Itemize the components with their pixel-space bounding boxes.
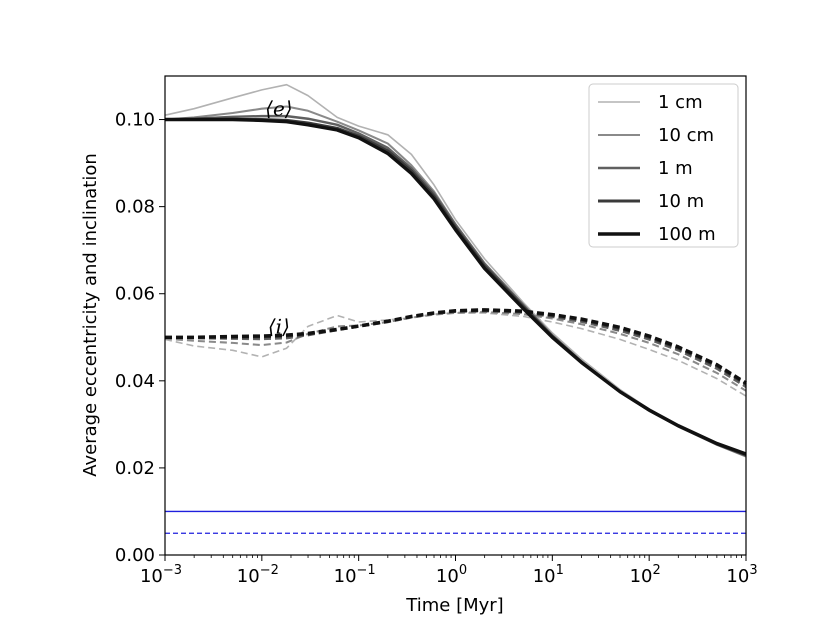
x-axis: 10−3 10−2 10−1 100 101 102 103 xyxy=(140,555,758,587)
y-axis: 0.00 0.02 0.04 0.06 0.08 0.10 xyxy=(115,110,165,566)
series-layer xyxy=(164,83,747,458)
annotation-i: ⟨i⟩ xyxy=(268,314,290,338)
x-tick-label: 100 xyxy=(436,563,467,587)
legend-label-10-cm: 10 cm xyxy=(658,125,714,146)
series-10-cm-inclination-line xyxy=(164,310,747,392)
legend-box xyxy=(588,83,739,248)
y-tick-label: 0.06 xyxy=(115,284,155,305)
y-tick-label: 0.00 xyxy=(115,545,155,566)
reference-lines xyxy=(165,510,746,534)
series-100-m-eccentricity-line xyxy=(165,117,747,456)
legend-label-1-m: 1 m xyxy=(658,158,693,179)
y-tick-label: 0.08 xyxy=(115,197,155,218)
annotations: ⟨e⟩ ⟨i⟩ xyxy=(265,97,292,339)
annotation-e: ⟨e⟩ xyxy=(265,97,292,121)
legend-label-10-m: 10 m xyxy=(658,191,704,212)
y-tick-label: 0.04 xyxy=(115,371,155,392)
x-tick-label: 10−1 xyxy=(334,563,376,587)
y-tick-label: 0.10 xyxy=(115,110,155,131)
y-tick-label: 0.02 xyxy=(115,458,155,479)
x-axis-title: Time [Myr] xyxy=(405,595,503,616)
legend-label-100-m: 100 m xyxy=(658,224,716,245)
x-tick-label: 10−2 xyxy=(237,563,279,587)
legend-label-1-cm: 1 cm xyxy=(658,92,703,113)
x-tick-label: 101 xyxy=(533,563,564,587)
x-tick-label: 103 xyxy=(726,563,757,587)
x-tick-label: 102 xyxy=(630,563,661,587)
series-100-m-inclination-line xyxy=(165,308,747,385)
legend: 1 cm 10 cm 1 m 10 m 100 m xyxy=(588,83,739,248)
x-tick-label: 10−3 xyxy=(140,563,182,587)
series-1-m-inclination-line xyxy=(164,309,747,388)
y-axis-title: Average eccentricity and inclination xyxy=(80,153,101,477)
